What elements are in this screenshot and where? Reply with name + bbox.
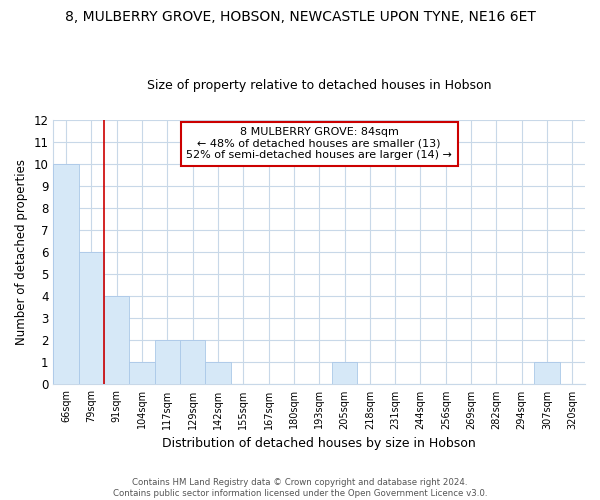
Text: Contains HM Land Registry data © Crown copyright and database right 2024.
Contai: Contains HM Land Registry data © Crown c… xyxy=(113,478,487,498)
Text: 8 MULBERRY GROVE: 84sqm
← 48% of detached houses are smaller (13)
52% of semi-de: 8 MULBERRY GROVE: 84sqm ← 48% of detache… xyxy=(186,128,452,160)
Text: 8, MULBERRY GROVE, HOBSON, NEWCASTLE UPON TYNE, NE16 6ET: 8, MULBERRY GROVE, HOBSON, NEWCASTLE UPO… xyxy=(65,10,535,24)
Bar xyxy=(104,296,130,384)
Bar xyxy=(79,252,104,384)
Bar xyxy=(130,362,155,384)
Y-axis label: Number of detached properties: Number of detached properties xyxy=(15,159,28,345)
Bar xyxy=(53,164,79,384)
X-axis label: Distribution of detached houses by size in Hobson: Distribution of detached houses by size … xyxy=(163,437,476,450)
Title: Size of property relative to detached houses in Hobson: Size of property relative to detached ho… xyxy=(147,79,491,92)
Bar xyxy=(535,362,560,384)
Bar xyxy=(205,362,230,384)
Bar xyxy=(180,340,205,384)
Bar xyxy=(155,340,180,384)
Bar xyxy=(332,362,357,384)
